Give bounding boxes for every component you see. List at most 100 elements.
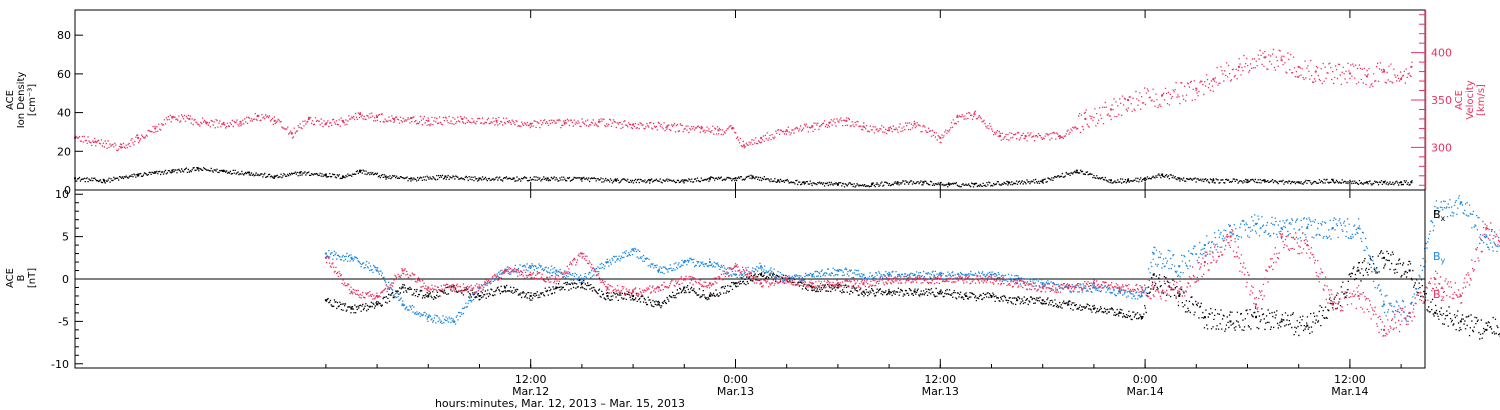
velocity-point — [760, 136, 763, 139]
density-series — [74, 167, 1413, 188]
density-point — [751, 175, 754, 178]
bz-point — [1383, 328, 1386, 331]
velocity-point — [495, 119, 498, 122]
velocity-point — [973, 113, 976, 116]
by-point — [350, 256, 353, 259]
bx-point — [427, 294, 430, 297]
bz-point — [1306, 244, 1309, 247]
bz-point — [785, 278, 788, 280]
bz-point — [1255, 303, 1258, 306]
bz-point — [606, 286, 609, 289]
bx-point — [1255, 316, 1258, 319]
bx-point — [580, 282, 583, 285]
bz-point — [1485, 227, 1488, 230]
velocity-point — [273, 119, 276, 122]
density-point — [1331, 179, 1334, 182]
bx-point — [1178, 294, 1181, 297]
velocity-point — [1058, 135, 1061, 137]
velocity-label-line: [km/s] — [1476, 84, 1487, 116]
by-point — [452, 320, 455, 323]
bx-point — [964, 294, 967, 297]
bz-point — [555, 278, 558, 280]
bx-point — [1067, 303, 1070, 306]
bz-point — [760, 282, 763, 285]
bz-point — [1152, 286, 1155, 289]
bz-scatter — [325, 222, 1500, 337]
by-series — [324, 195, 1500, 325]
density-point — [1075, 169, 1078, 172]
velocity-point — [785, 129, 788, 132]
velocity-point — [913, 122, 916, 125]
bx-point — [1280, 320, 1283, 323]
velocity-point — [1314, 70, 1317, 73]
density-point — [896, 181, 899, 184]
density-axis: 0 20 40 60 80 — [57, 29, 83, 197]
velocity-point — [222, 122, 225, 125]
b-field-tick-label: 0 — [62, 273, 69, 286]
velocity-point — [307, 117, 310, 120]
bx-point — [708, 294, 711, 297]
date-tick-label: Mar.14 — [1126, 385, 1163, 398]
density-scatter — [75, 167, 1413, 188]
bx-point — [1118, 311, 1121, 314]
bx-point — [478, 294, 481, 297]
density-tick-label: 40 — [57, 107, 71, 120]
density-tick-label: 0 — [64, 184, 71, 197]
date-tick-label: Mar.12 — [512, 385, 549, 398]
bx-point — [888, 290, 891, 293]
bz-point — [376, 294, 379, 297]
velocity-axis: 300 350 400 — [1411, 10, 1452, 190]
bx-point — [811, 286, 814, 289]
bx-point — [529, 294, 532, 297]
velocity-point — [290, 132, 293, 135]
density-point — [836, 183, 839, 186]
bz-point — [1459, 294, 1462, 297]
bx-point — [913, 290, 916, 293]
velocity-series — [74, 48, 1413, 152]
by-point — [606, 261, 609, 264]
by-point — [580, 278, 583, 280]
bx-point — [657, 303, 660, 306]
b-field-tick-label: -10 — [51, 358, 69, 371]
bx-point — [1485, 328, 1488, 331]
by-point — [657, 269, 660, 272]
velocity-point — [1084, 117, 1087, 120]
velocity-point — [1348, 72, 1351, 75]
density-label-line: [cm⁻³] — [27, 84, 38, 116]
bz-point — [1203, 261, 1206, 264]
bz-point — [1357, 294, 1360, 297]
time-tick-label: 12:00 — [515, 373, 547, 386]
bz-point — [1331, 303, 1334, 306]
top-panel-frame — [74, 9, 1426, 191]
by-point — [939, 273, 942, 276]
velocity-point — [1383, 70, 1386, 73]
by-point — [708, 261, 711, 264]
by-point — [836, 269, 839, 272]
bz-point — [1434, 278, 1437, 280]
bx-point — [939, 290, 942, 293]
velocity-tick-label: 350 — [1431, 94, 1452, 107]
bz-point — [811, 282, 814, 285]
density-point — [1144, 177, 1147, 180]
bz-legend: Bz — [1433, 288, 1445, 303]
by-legend: By — [1433, 250, 1446, 265]
bx-point — [555, 286, 558, 289]
bx-point — [1408, 269, 1411, 272]
velocity-point — [956, 116, 959, 119]
bz-point — [401, 269, 404, 272]
velocity-point — [1365, 75, 1368, 78]
date-tick-label: Mar.14 — [1331, 385, 1368, 398]
velocity-point — [427, 119, 430, 122]
bx-point — [990, 294, 993, 297]
b-field-axis-label: ACE B [nT] — [5, 268, 38, 288]
velocity-scatter — [75, 48, 1413, 152]
bz-series — [324, 222, 1500, 337]
bx-point — [1152, 273, 1155, 276]
by-point — [1152, 252, 1155, 255]
velocity-point — [120, 146, 123, 149]
by-point — [632, 248, 635, 251]
time-tick-label: 12:00 — [1334, 373, 1366, 386]
velocity-tick-label: 300 — [1431, 141, 1452, 154]
velocity-point — [1280, 59, 1283, 62]
by-point — [1203, 244, 1206, 247]
